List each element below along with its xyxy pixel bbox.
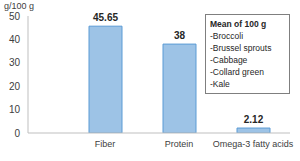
- svg-text:50: 50: [9, 11, 21, 22]
- html-text:g/100 g: g/100 g: [4, 1, 34, 11]
- html-text:Mean of 100 g: Mean of 100 g: [210, 19, 267, 29]
- svg-text:10: 10: [9, 104, 21, 115]
- html-text:-Broccoli: -Broccoli: [210, 31, 244, 41]
- svg-text:40: 40: [9, 34, 21, 45]
- html-text:-Collard green: -Collard green: [210, 67, 264, 77]
- svg-text:20: 20: [9, 81, 21, 92]
- svg-text:Omega-3 fatty acids: Omega-3 fatty acids: [213, 139, 292, 149]
- svg-text:45.65: 45.65: [93, 12, 118, 23]
- svg-text:38: 38: [174, 30, 186, 41]
- svg-text:Fiber: Fiber: [95, 139, 116, 149]
- svg-text:30: 30: [9, 57, 21, 68]
- html-text:-Kale: -Kale: [210, 79, 230, 89]
- html-text:-Brussel sprouts: -Brussel sprouts: [210, 43, 272, 53]
- svg-text:Protein: Protein: [165, 139, 194, 149]
- html-text:-Cabbage: -Cabbage: [210, 55, 248, 65]
- svg-text:2.12: 2.12: [244, 114, 264, 125]
- svg-text:0: 0: [14, 128, 20, 139]
